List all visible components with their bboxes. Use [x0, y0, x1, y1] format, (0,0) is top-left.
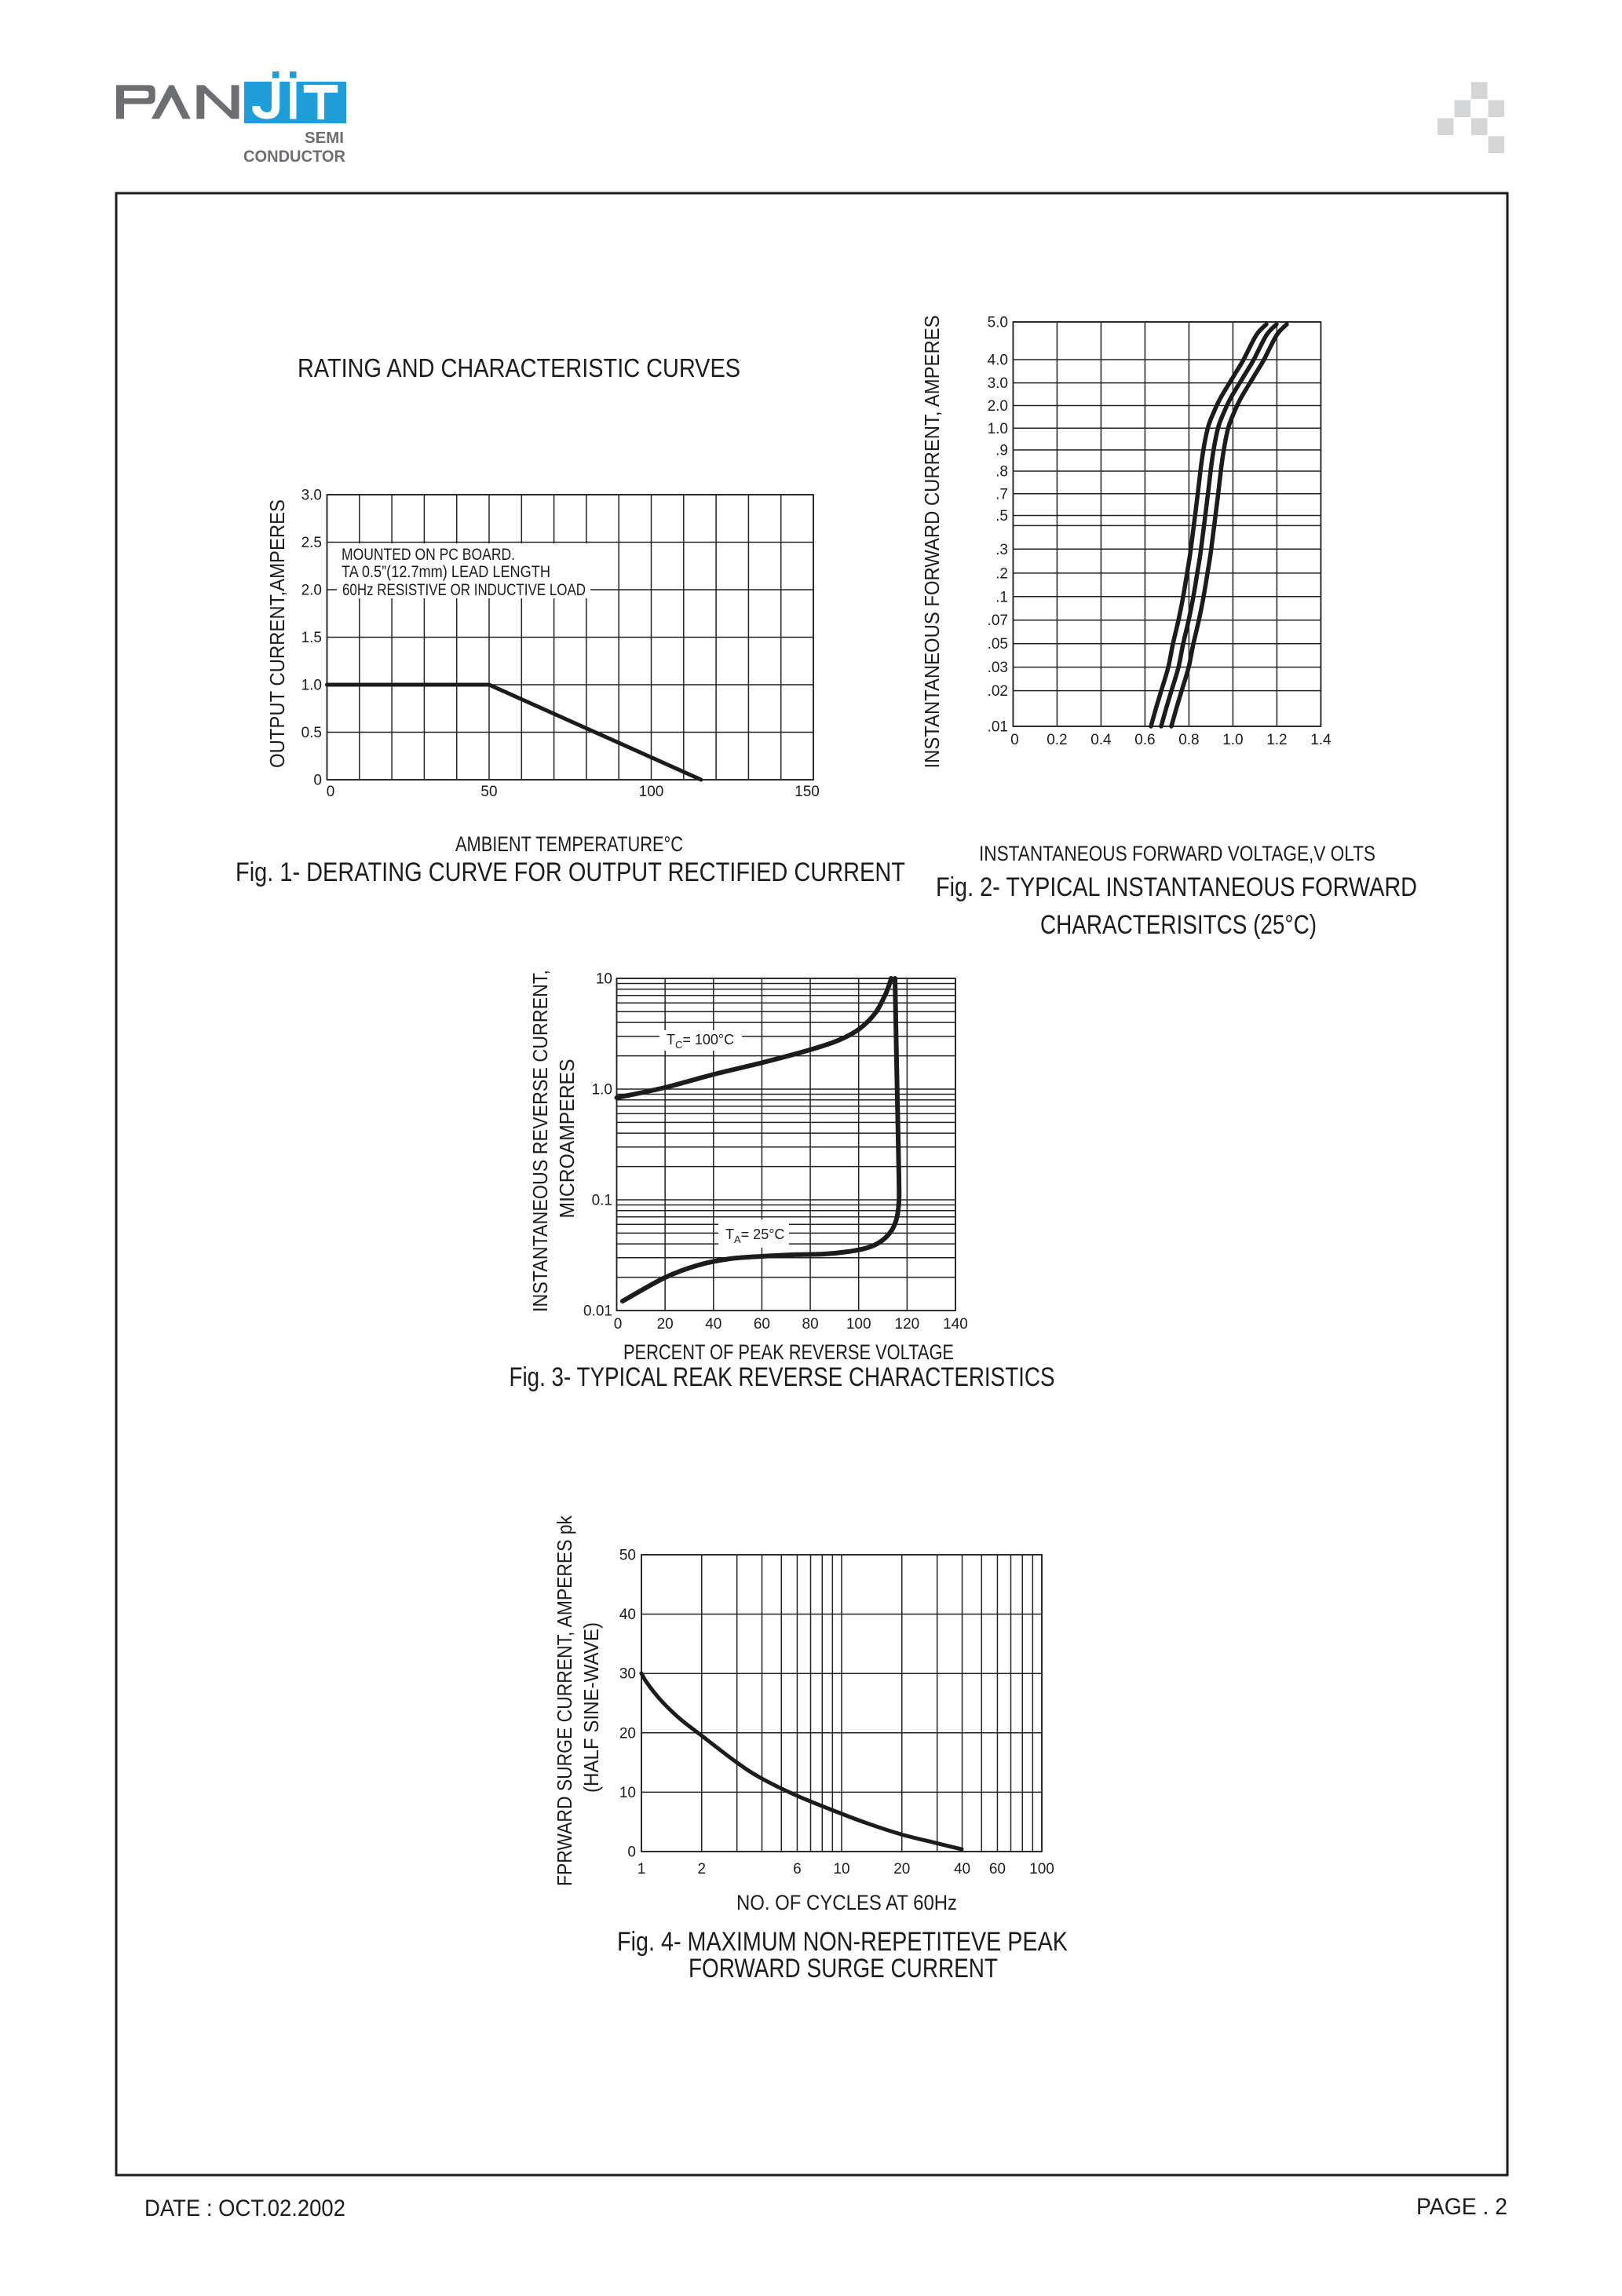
svg-text:30: 30: [619, 1666, 636, 1683]
svg-text:DATE : OCT.02.2002: DATE : OCT.02.2002: [144, 2195, 345, 2221]
svg-text:INSTANTANEOUS FORWARD VOLTAGE,: INSTANTANEOUS FORWARD VOLTAGE,V OLTS: [979, 842, 1375, 865]
svg-text:1.2: 1.2: [1266, 732, 1287, 748]
svg-text:1.4: 1.4: [1310, 732, 1332, 748]
svg-text:0.2: 0.2: [1047, 732, 1067, 748]
svg-text:1.0: 1.0: [988, 421, 1008, 437]
svg-text:4.0: 4.0: [988, 353, 1008, 369]
svg-text:40: 40: [705, 1316, 721, 1333]
svg-text:6: 6: [793, 1861, 802, 1877]
svg-text:150: 150: [795, 784, 820, 800]
svg-text:Fig. 4- MAXIMUM NON-REPETITEVE: Fig. 4- MAXIMUM NON-REPETITEVE PEAK: [617, 1927, 1068, 1957]
svg-text:1.5: 1.5: [301, 630, 322, 646]
svg-text:0: 0: [627, 1844, 636, 1861]
svg-text:PAGE . 2: PAGE . 2: [1416, 2194, 1507, 2220]
svg-text:1.0: 1.0: [592, 1082, 612, 1099]
svg-text:10: 10: [833, 1861, 849, 1877]
svg-text:3.0: 3.0: [301, 488, 322, 504]
svg-text:3.0: 3.0: [988, 375, 1008, 392]
svg-text:1.0: 1.0: [1222, 732, 1243, 748]
svg-text:20: 20: [657, 1316, 674, 1333]
svg-text:.1: .1: [995, 589, 1008, 605]
svg-text:20: 20: [893, 1861, 910, 1877]
svg-text:INSTANTANEOUS REVERSE CURRENT,: INSTANTANEOUS REVERSE CURRENT,: [528, 970, 552, 1312]
svg-text:.03: .03: [988, 660, 1008, 676]
svg-text:CONDUCTOR: CONDUCTOR: [243, 148, 345, 166]
svg-text:Fig. 3- TYPICAL REAK REVERSE C: Fig. 3- TYPICAL REAK REVERSE CHARACTERIS…: [510, 1362, 1055, 1392]
svg-text:INSTANTANEOUS FORWARD CURRENT,: INSTANTANEOUS FORWARD CURRENT, AMPERES: [920, 316, 944, 769]
svg-text:.3: .3: [995, 542, 1008, 558]
svg-text:1.0: 1.0: [301, 678, 322, 694]
svg-text:100: 100: [639, 784, 664, 800]
svg-text:20: 20: [619, 1725, 636, 1742]
svg-text:.02: .02: [988, 683, 1008, 700]
svg-text:0: 0: [313, 773, 322, 789]
svg-text:(HALF SINE-WAVE): (HALF SINE-WAVE): [579, 1622, 603, 1793]
svg-text:2: 2: [697, 1861, 706, 1877]
svg-text:40: 40: [954, 1861, 970, 1877]
svg-text:SEMI: SEMI: [305, 130, 344, 147]
svg-text:.8: .8: [995, 464, 1008, 481]
svg-text:0.4: 0.4: [1090, 732, 1112, 748]
svg-text:.5: .5: [995, 508, 1008, 525]
svg-text:.05: .05: [988, 636, 1008, 653]
svg-text:0: 0: [1010, 732, 1019, 748]
svg-text:2.0: 2.0: [988, 398, 1008, 415]
svg-text:AMBIENT TEMPERATURE°C: AMBIENT TEMPERATURE°C: [455, 832, 683, 856]
svg-text:10: 10: [596, 971, 612, 988]
svg-text:.07: .07: [988, 612, 1008, 629]
svg-text:0: 0: [327, 784, 335, 800]
svg-text:0.6: 0.6: [1134, 732, 1155, 748]
svg-text:80: 80: [802, 1316, 819, 1333]
svg-text:Fig. 1- DERATING CURVE FOR OUT: Fig. 1- DERATING CURVE FOR OUTPUT RECTIF…: [236, 857, 905, 887]
svg-text:2.0: 2.0: [301, 583, 322, 599]
svg-text:NO. OF CYCLES AT 60Hz: NO. OF CYCLES AT 60Hz: [736, 1891, 957, 1914]
svg-text:60: 60: [989, 1861, 1006, 1877]
svg-text:60Hz RESISTIVE OR INDUCTIVE LO: 60Hz RESISTIVE OR INDUCTIVE LOAD: [342, 581, 586, 599]
svg-text:PERCENT OF PEAK REVERSE VOLTAG: PERCENT OF PEAK REVERSE VOLTAGE: [623, 1340, 954, 1364]
svg-text:Fig. 2- TYPICAL INSTANTANEOUS: Fig. 2- TYPICAL INSTANTANEOUS FORWARD: [936, 872, 1417, 902]
svg-text:0: 0: [614, 1316, 623, 1333]
svg-text:MOUNTED ON PC BOARD.: MOUNTED ON PC BOARD.: [342, 546, 515, 564]
svg-text:.2: .2: [995, 565, 1008, 582]
svg-text:0.8: 0.8: [1178, 732, 1199, 748]
svg-text:OUTPUT CURRENT,AMPERES: OUTPUT CURRENT,AMPERES: [265, 499, 289, 768]
svg-text:2.5: 2.5: [301, 535, 322, 551]
svg-text:.01: .01: [988, 719, 1008, 736]
svg-text:100: 100: [1029, 1861, 1054, 1877]
svg-text:MICROAMPERES: MICROAMPERES: [555, 1059, 579, 1219]
svg-text:CHARACTERISITCS (25°C): CHARACTERISITCS (25°C): [1040, 910, 1317, 940]
svg-text:0.5: 0.5: [301, 725, 322, 741]
svg-text:FPRWARD SURGE CURRENT, AMPERES: FPRWARD SURGE CURRENT, AMPERES pk: [553, 1515, 576, 1886]
svg-text:140: 140: [943, 1316, 968, 1333]
svg-text:RATING AND CHARACTERISTIC CURV: RATING AND CHARACTERISTIC CURVES: [298, 353, 740, 382]
svg-text:FORWARD SURGE CURRENT: FORWARD SURGE CURRENT: [689, 1954, 998, 1983]
svg-text:.9: .9: [995, 443, 1008, 459]
svg-text:40: 40: [619, 1607, 636, 1623]
svg-text:0.1: 0.1: [592, 1193, 612, 1209]
svg-text:50: 50: [619, 1548, 636, 1564]
svg-text:5.0: 5.0: [988, 315, 1008, 331]
svg-text:100: 100: [846, 1316, 871, 1333]
svg-text:10: 10: [619, 1785, 636, 1801]
svg-text:120: 120: [895, 1316, 920, 1333]
svg-text:0.01: 0.01: [583, 1303, 612, 1320]
svg-text:TA 0.5”(12.7mm) LEAD LENGTH: TA 0.5”(12.7mm) LEAD LENGTH: [342, 563, 550, 581]
svg-text:1: 1: [637, 1861, 646, 1877]
svg-text:.7: .7: [995, 486, 1008, 503]
svg-text:60: 60: [754, 1316, 770, 1333]
svg-text:50: 50: [480, 784, 497, 800]
